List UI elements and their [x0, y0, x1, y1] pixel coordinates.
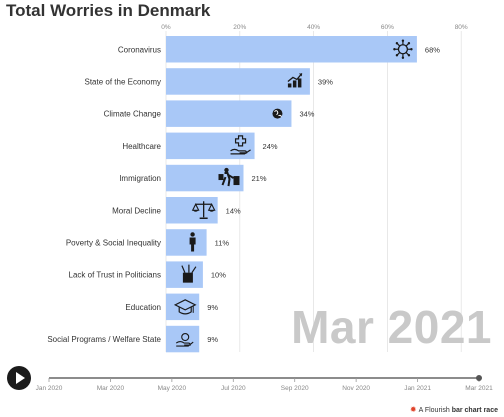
bar [166, 100, 292, 127]
category-label: Immigration [119, 174, 161, 183]
value-label: 9% [207, 335, 218, 344]
icon-part [182, 272, 193, 283]
timeline-tick-label: Jul 2020 [221, 385, 246, 392]
timeline-tick-label: Nov 2020 [342, 385, 370, 392]
bar [166, 229, 207, 256]
timeline-tick-label: Mar 2021 [465, 385, 493, 392]
x-tick-label: 40% [307, 24, 320, 31]
x-tick-label: 60% [381, 24, 394, 31]
x-tick-label: 0% [161, 24, 171, 31]
icon-part [189, 237, 196, 252]
timeline-tick-label: May 2020 [158, 385, 187, 392]
category-label: Healthcare [122, 142, 161, 151]
icon-part [173, 299, 197, 311]
category-label: Climate Change [104, 110, 162, 119]
x-tick-label: 80% [455, 24, 468, 31]
scales-icon [191, 201, 216, 219]
value-label: 68% [425, 45, 440, 54]
globe-icon [272, 108, 283, 119]
category-label: Moral Decline [112, 206, 161, 215]
icon-part [401, 56, 405, 59]
bar [166, 164, 244, 192]
icon-part [234, 135, 247, 147]
healthcare-icon [230, 135, 251, 155]
play-button[interactable] [7, 366, 31, 390]
icon-part [274, 110, 282, 117]
credit-prefix: A Flourish [418, 407, 450, 414]
icon-part [401, 39, 405, 42]
icon-part [292, 80, 297, 88]
graduation-cap-icon [173, 299, 197, 315]
poverty-icon [189, 232, 196, 252]
trust-icon [181, 264, 197, 283]
icon-part [230, 148, 251, 155]
value-label: 10% [211, 271, 226, 280]
bar [166, 293, 200, 321]
icon-part [407, 42, 411, 45]
icon-part [190, 232, 195, 237]
icon-part [393, 48, 396, 51]
icon-part [407, 54, 411, 57]
x-tick-label: 20% [233, 24, 246, 31]
virus-icon [393, 39, 413, 59]
growth-chart-icon [287, 73, 303, 88]
category-label: Poverty & Social Inequality [66, 238, 161, 247]
icon-part [181, 264, 197, 273]
timeline-tick-label: Mar 2020 [97, 385, 125, 392]
icon-part [181, 332, 190, 342]
icon-part [298, 73, 302, 77]
icon-part [395, 54, 399, 57]
category-label: Social Programs / Welfare State [47, 335, 161, 344]
bar [166, 36, 417, 63]
icon-part [192, 210, 215, 212]
timeline-tick-label: Sep 2020 [281, 385, 309, 392]
icon-part [221, 172, 235, 187]
value-label: 39% [318, 77, 333, 86]
value-label: 21% [251, 174, 266, 183]
timeline-scrubber-handle[interactable] [476, 375, 482, 381]
icon-part [287, 73, 303, 82]
flourish-credit[interactable]: ✹ A Flourish bar chart race [410, 405, 498, 414]
icon-part [178, 306, 192, 315]
current-date-label: Mar 2021 [291, 301, 492, 353]
icon-part [395, 42, 399, 45]
value-label: 14% [226, 206, 241, 215]
chart-title: Total Worries in Denmark [6, 1, 211, 20]
icon-part [233, 176, 240, 186]
value-label: 24% [263, 142, 278, 151]
value-label: 34% [299, 110, 314, 119]
timeline-tick-label: Jan 2021 [404, 385, 431, 392]
icon-part [297, 78, 302, 88]
icon-part [410, 48, 413, 51]
icon-part [175, 341, 194, 347]
value-label: 9% [207, 303, 218, 312]
icon-part [224, 167, 229, 173]
category-label: Coronavirus [118, 45, 161, 54]
immigration-icon [218, 167, 240, 187]
value-label: 11% [215, 238, 230, 247]
icon-part [218, 174, 224, 181]
category-label: State of the Economy [85, 77, 162, 86]
bar [166, 68, 310, 95]
timeline-tick-label: Jan 2020 [36, 385, 63, 392]
credit-suffix: bar chart race [451, 407, 498, 414]
welfare-icon [175, 332, 194, 347]
flourish-logo-icon: ✹ [409, 405, 417, 414]
category-label: Education [125, 303, 161, 312]
icon-part [287, 83, 292, 88]
category-label: Lack of Trust in Politicians [69, 271, 161, 280]
